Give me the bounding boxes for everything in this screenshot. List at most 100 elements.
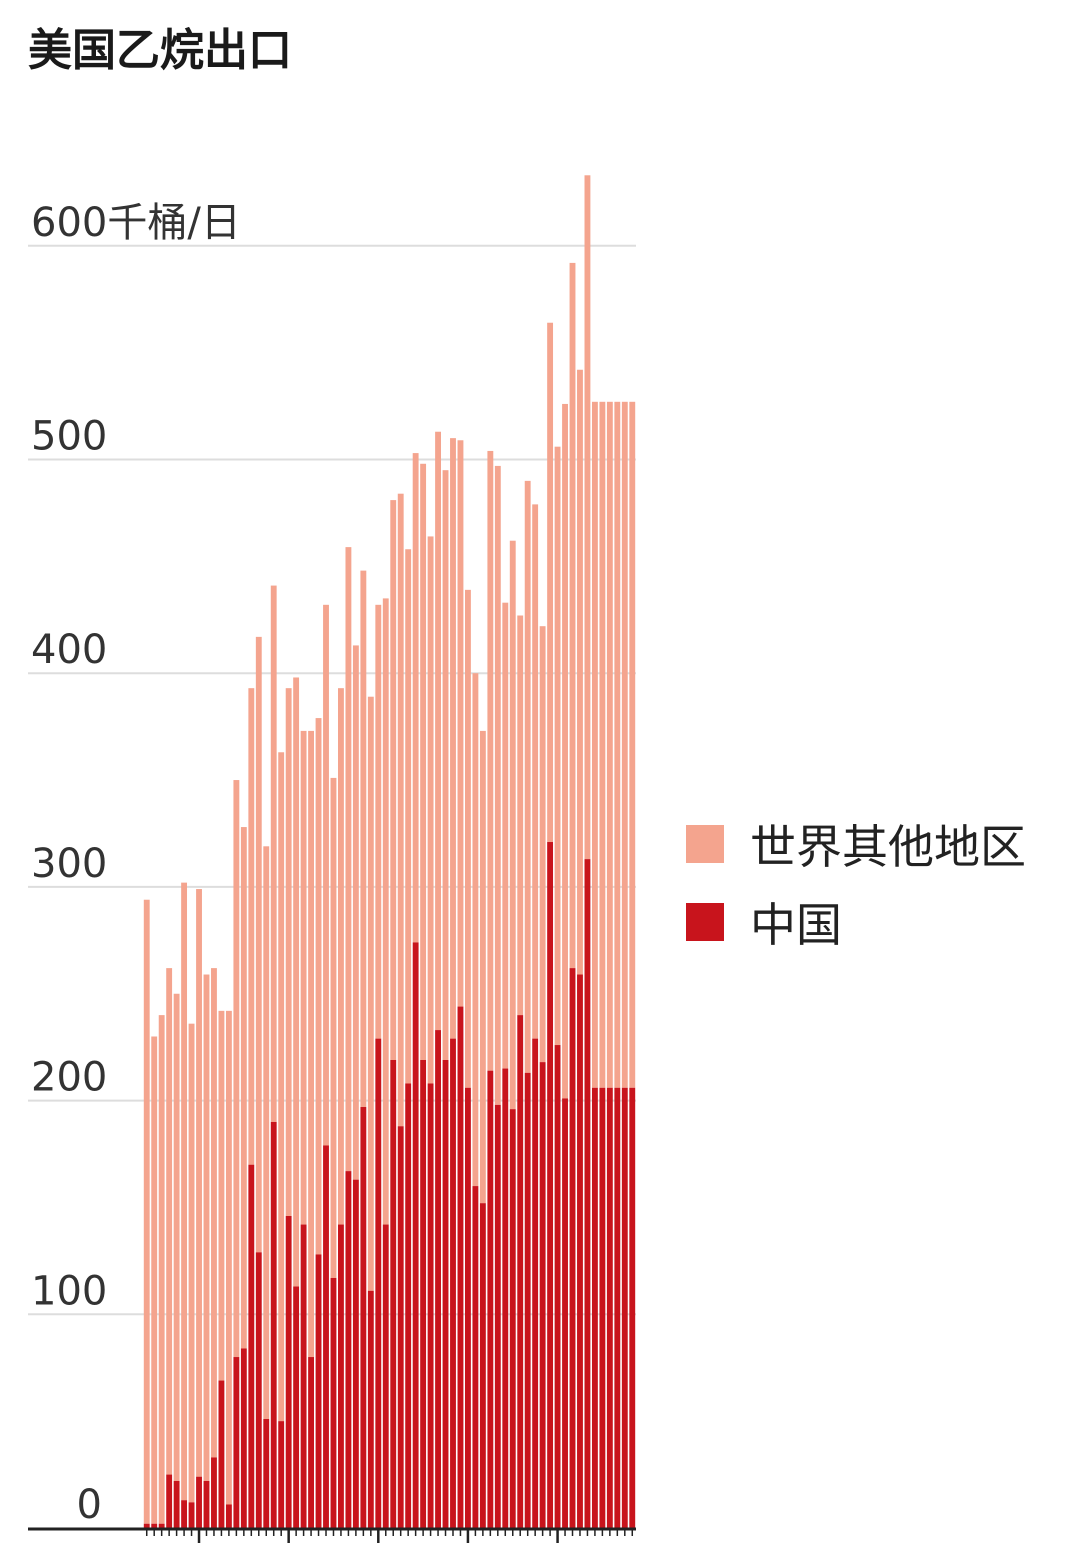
bar-rest-of-world <box>629 401 636 1088</box>
bar-rest-of-world <box>382 598 389 1225</box>
bar-china <box>323 1145 329 1528</box>
bar-rest-of-world <box>532 504 539 1039</box>
y-tick-label: 500 <box>31 414 107 460</box>
bar-china <box>196 1476 202 1528</box>
bar-china <box>382 1224 389 1528</box>
bar-rest-of-world <box>427 536 434 1084</box>
bar-rest-of-world <box>293 677 300 1287</box>
bar-rest-of-world <box>539 626 546 1063</box>
bar-china <box>285 1216 292 1528</box>
bar-rest-of-world <box>509 540 516 1110</box>
bar-china <box>330 1277 337 1528</box>
bar-rest-of-world <box>270 585 277 1122</box>
bar-rest-of-world <box>606 401 613 1088</box>
y-tick-label: 200 <box>31 1055 107 1101</box>
bar-china <box>524 1072 531 1528</box>
y-tick-label: 400 <box>31 627 107 673</box>
bar-rest-of-world <box>367 696 374 1291</box>
bar-rest-of-world <box>285 688 292 1216</box>
bar-china <box>584 859 591 1528</box>
bar-rest-of-world <box>323 604 329 1146</box>
bar-china <box>554 1045 561 1528</box>
bar-china <box>606 1087 613 1528</box>
bar-china <box>166 1474 173 1528</box>
bar-rest-of-world <box>554 446 561 1046</box>
bar-china <box>263 1419 270 1528</box>
legend-label-rest-of-world: 世界其他地区 <box>750 820 1026 874</box>
bar-rest-of-world <box>263 846 270 1420</box>
bar-china <box>427 1083 434 1528</box>
bar-rest-of-world <box>621 401 628 1088</box>
bar-china <box>345 1171 352 1528</box>
bar-rest-of-world <box>397 493 404 1127</box>
bar-china <box>457 1006 464 1528</box>
bar-china <box>360 1107 367 1528</box>
bar-rest-of-world <box>472 673 479 1187</box>
y-tick-label: 100 <box>31 1268 107 1314</box>
bar-china <box>562 1098 568 1528</box>
bar-rest-of-world <box>300 730 307 1225</box>
x-axis <box>28 1527 636 1543</box>
bar-rest-of-world <box>151 1036 158 1524</box>
bar-rest-of-world <box>420 463 427 1060</box>
bar-china <box>450 1038 456 1528</box>
bar-china <box>240 1348 247 1528</box>
bar-china <box>143 1523 150 1528</box>
bar-rest-of-world <box>584 175 591 860</box>
bar-rest-of-world <box>338 688 344 1225</box>
bar-china <box>158 1523 165 1528</box>
y-tick-label: 0 <box>77 1482 102 1528</box>
legend-item-china: 中国 <box>686 890 1026 954</box>
legend-swatch-china <box>686 903 724 941</box>
bar-rest-of-world <box>188 1023 195 1503</box>
bar-china <box>405 1083 412 1528</box>
bar-china <box>278 1421 285 1528</box>
legend-swatch-rest-of-world <box>686 825 724 863</box>
bar-rest-of-world <box>218 1010 225 1381</box>
bars <box>143 175 636 1528</box>
bar-rest-of-world <box>442 470 449 1060</box>
bar-rest-of-world <box>479 730 486 1204</box>
bar-rest-of-world <box>435 431 441 1031</box>
bar-rest-of-world <box>562 403 568 1099</box>
bar-rest-of-world <box>412 453 419 943</box>
bar-china <box>487 1070 494 1528</box>
bar-rest-of-world <box>405 549 412 1084</box>
bar-rest-of-world <box>225 1010 232 1505</box>
bar-rest-of-world <box>614 401 621 1088</box>
bar-china <box>577 974 583 1528</box>
bar-china <box>338 1224 344 1528</box>
bar-rest-of-world <box>330 777 337 1278</box>
bar-rest-of-world <box>240 827 247 1349</box>
bar-china <box>412 942 419 1528</box>
bar-china <box>218 1380 225 1528</box>
bar-rest-of-world <box>487 450 494 1071</box>
bar-rest-of-world <box>375 604 382 1039</box>
bar-rest-of-world <box>173 993 180 1481</box>
chart-title: 美国乙烷出口 <box>28 25 292 76</box>
bar-china <box>435 1030 441 1528</box>
legend-item-rest-of-world: 世界其他地区 <box>686 812 1026 876</box>
bar-china <box>509 1109 516 1528</box>
bar-china <box>502 1068 509 1528</box>
bar-china <box>151 1523 158 1528</box>
bar-china <box>390 1060 397 1528</box>
bar-china <box>188 1502 195 1528</box>
bar-rest-of-world <box>248 688 255 1165</box>
y-tick-label: 300 <box>31 841 107 887</box>
bar-rest-of-world <box>233 780 240 1358</box>
bar-rest-of-world <box>166 968 173 1475</box>
bar-rest-of-world <box>465 589 471 1088</box>
bar-china <box>375 1038 382 1528</box>
y-tick-label: 600千桶/日 <box>31 200 241 246</box>
bar-china <box>465 1087 471 1528</box>
bar-china <box>181 1500 188 1528</box>
bar-china <box>532 1038 539 1528</box>
bar-china <box>591 1087 598 1528</box>
bar-rest-of-world <box>196 889 202 1477</box>
bar-rest-of-world <box>158 1015 165 1524</box>
bar-china <box>614 1087 621 1528</box>
bar-rest-of-world <box>450 438 456 1039</box>
bar-china <box>255 1252 262 1528</box>
